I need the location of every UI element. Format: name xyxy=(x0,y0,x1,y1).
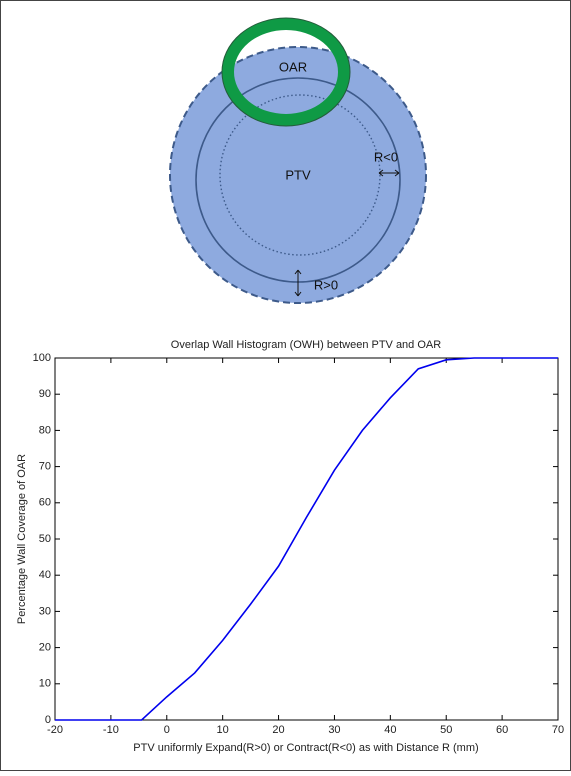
ptv-label: PTV xyxy=(285,167,311,182)
x-tick-label: 70 xyxy=(552,724,564,736)
x-tick-label: -20 xyxy=(47,724,63,736)
y-axis-label: Percentage Wall Coverage of OAR xyxy=(16,454,28,624)
oar-label: OAR xyxy=(279,59,307,74)
x-tick-label: 0 xyxy=(164,724,170,736)
y-tick-label: 50 xyxy=(39,533,51,545)
y-tick-label: 20 xyxy=(39,642,51,654)
chart-title: Overlap Wall Histogram (OWH) between PTV… xyxy=(171,339,441,351)
x-tick-label: 60 xyxy=(496,724,508,736)
figure: OAR PTV R<0 R>0 Overlap Wall Histogram (… xyxy=(0,0,571,771)
x-tick-label: 30 xyxy=(328,724,340,736)
x-axis-label: PTV uniformly Expand(R>0) or Contract(R<… xyxy=(133,742,478,754)
x-tick-label: 50 xyxy=(440,724,452,736)
x-tick-label: -10 xyxy=(103,724,119,736)
x-tick-label: 40 xyxy=(384,724,396,736)
y-tick-label: 10 xyxy=(39,678,51,690)
y-tick-label: 40 xyxy=(39,569,51,581)
x-tick-label: 10 xyxy=(217,724,229,736)
y-tick-label: 100 xyxy=(33,352,51,364)
contract-label: R<0 xyxy=(374,149,398,164)
y-tick-label: 90 xyxy=(39,388,51,400)
y-tick-label: 70 xyxy=(39,461,51,473)
x-tick-label: 20 xyxy=(272,724,284,736)
y-tick-label: 60 xyxy=(39,497,51,509)
expand-label: R>0 xyxy=(314,277,338,292)
y-tick-label: 30 xyxy=(39,605,51,617)
y-tick-label: 80 xyxy=(39,424,51,436)
